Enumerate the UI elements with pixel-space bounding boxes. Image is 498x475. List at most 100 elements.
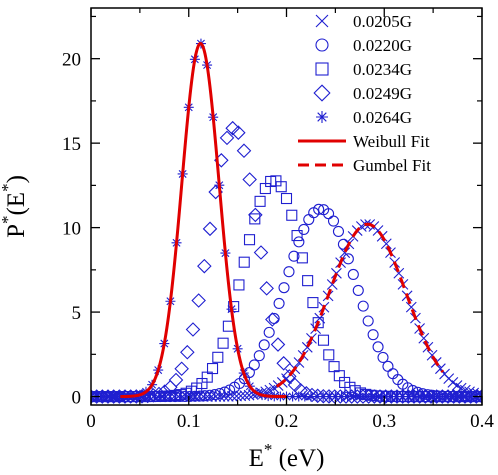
data-point <box>354 391 365 402</box>
data-point <box>352 284 364 296</box>
x-tick-label: 0 <box>86 411 96 432</box>
x-tick-label: 0.2 <box>275 411 299 432</box>
x-tick-label: 0.1 <box>177 411 201 432</box>
legend-label: 0.0264G <box>353 108 412 127</box>
data-point <box>367 329 379 341</box>
data-point <box>342 391 353 402</box>
data-point <box>347 268 359 281</box>
data-point <box>214 387 226 400</box>
data-point <box>270 337 286 352</box>
data-point <box>299 386 314 401</box>
data-point <box>360 391 371 402</box>
data-point <box>214 391 226 402</box>
data-point <box>248 359 260 371</box>
legend-label: Gumbel Fit <box>353 156 431 175</box>
data-point <box>248 207 263 223</box>
fit-line-solid <box>120 42 287 399</box>
data-point <box>385 391 396 402</box>
data-point <box>422 391 433 402</box>
y-tick-label: 20 <box>62 50 81 71</box>
data-point <box>151 386 167 402</box>
data-point <box>312 317 324 329</box>
data-point <box>253 350 265 362</box>
series-cross <box>91 219 482 402</box>
data-point <box>336 391 347 402</box>
x-axis-ticks: 0 0.1 0.2 0.3 0.4 <box>86 8 494 432</box>
data-point <box>405 301 417 313</box>
data-point <box>403 391 414 402</box>
data-point <box>415 391 426 402</box>
legend-marker <box>315 38 329 52</box>
y-axis-ticks: 0 5 10 15 20 <box>62 15 482 409</box>
legend-item: 0.0205G <box>315 12 412 31</box>
x-tick-label: 0.4 <box>470 411 494 432</box>
y-tick-label: 0 <box>72 388 82 409</box>
legend-marker <box>316 111 328 123</box>
data-point <box>225 120 240 136</box>
data-point <box>265 312 280 327</box>
data-point <box>362 315 374 327</box>
data-point <box>302 275 314 287</box>
data-point <box>296 252 308 264</box>
legend-item: 0.0234G <box>315 60 412 79</box>
data-point <box>446 391 457 402</box>
x-axis-label-sup: * <box>264 440 273 459</box>
y-axis-label-a: P <box>3 224 30 238</box>
data-point <box>391 391 402 402</box>
legend: 0.0205G 0.0220G 0.0234G 0.0249G 0.0264G Weibu… <box>298 12 431 175</box>
plot-series <box>91 38 482 404</box>
data-point <box>185 322 201 337</box>
data-point <box>191 293 206 308</box>
data-point <box>377 351 389 363</box>
data-point <box>236 143 252 158</box>
legend-item: 0.0220G <box>315 36 412 55</box>
y-tick-label: 15 <box>62 134 81 155</box>
x-axis-label-main: E <box>249 445 264 472</box>
data-point <box>280 192 293 205</box>
legend-marker <box>313 84 331 102</box>
data-point <box>409 391 420 402</box>
x-axis-label-rest: (eV) <box>272 445 324 472</box>
data-point <box>202 221 218 237</box>
legend-item: 0.0249G <box>313 84 412 103</box>
legend-label: Weibull Fit <box>353 132 430 151</box>
data-point <box>348 391 359 402</box>
data-point <box>254 195 266 207</box>
data-point <box>327 215 340 227</box>
data-point <box>291 230 303 242</box>
data-point <box>330 391 341 402</box>
data-point <box>276 356 291 371</box>
data-point <box>219 130 235 146</box>
data-point <box>382 360 394 372</box>
data-point <box>328 361 340 373</box>
data-point <box>313 203 325 215</box>
data-point <box>217 337 229 349</box>
plot-frame <box>90 7 483 406</box>
data-point <box>435 389 450 404</box>
legend-label: 0.0220G <box>353 36 412 55</box>
y-axis-label-b-sup: * <box>0 183 17 192</box>
data-point <box>157 384 172 399</box>
data-point <box>282 369 297 384</box>
data-point <box>278 282 290 294</box>
data-point <box>283 266 295 278</box>
data-point <box>243 234 256 246</box>
data-point <box>249 213 261 225</box>
data-point <box>418 332 430 344</box>
legend-item: Weibull Fit <box>298 132 430 151</box>
data-point <box>293 391 304 402</box>
data-point <box>286 209 298 221</box>
data-point <box>393 267 405 279</box>
data-point <box>273 297 285 309</box>
data-point <box>307 297 319 309</box>
data-point <box>428 391 439 402</box>
data-point <box>301 341 313 353</box>
data-point <box>263 326 275 338</box>
data-point <box>212 351 224 363</box>
data-point <box>259 281 274 296</box>
data-point <box>231 125 246 140</box>
x-axis-label: E* (eV) <box>249 440 325 472</box>
legend-item: 0.0264G <box>316 108 412 127</box>
y-tick-label: 5 <box>72 303 82 324</box>
y-tick-label: 10 <box>62 219 81 240</box>
